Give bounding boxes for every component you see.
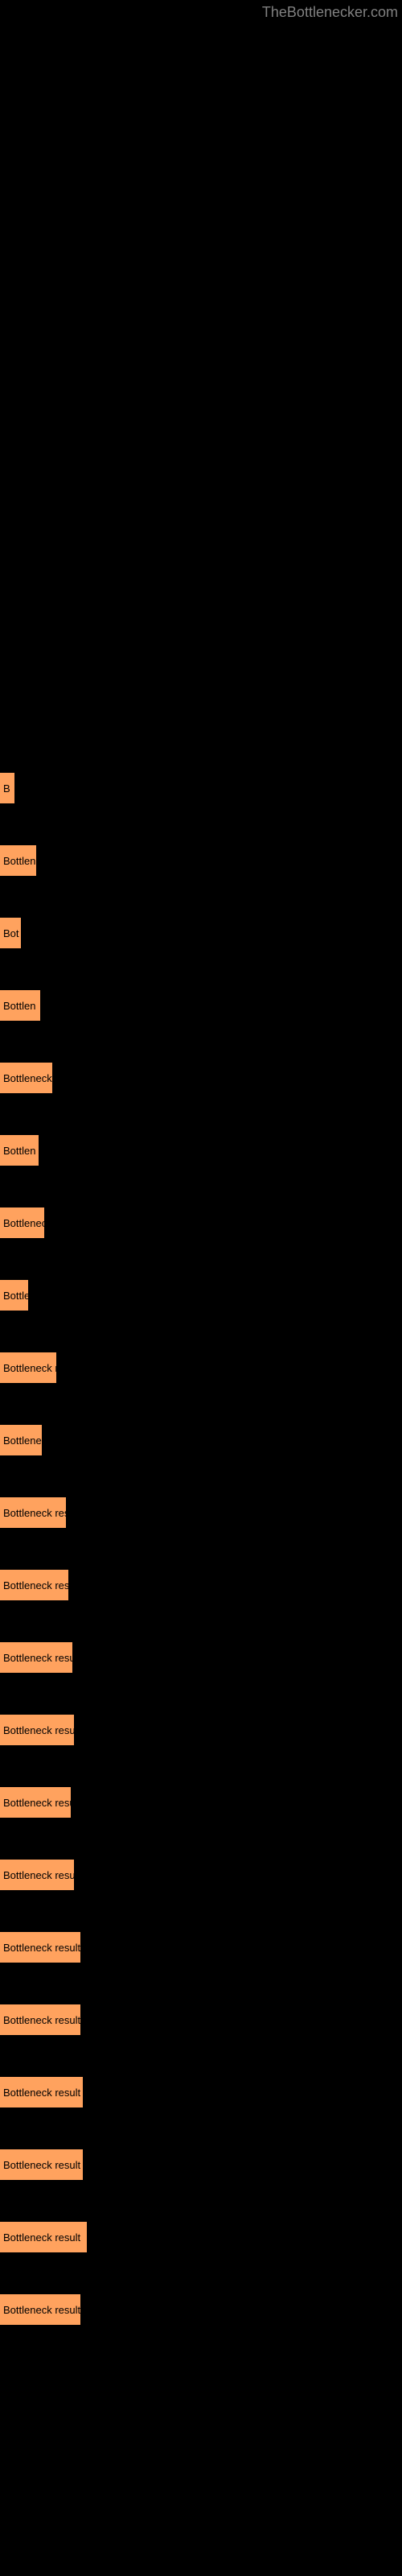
bar-label: Bottleneck result	[3, 2231, 80, 2244]
bar-row: Bottleneck result	[0, 1715, 402, 1745]
bar-row: Bottleneck	[0, 1208, 402, 1238]
bar-row: Bottleneck r	[0, 1063, 402, 1093]
chart-bar: Bottlen	[0, 990, 40, 1021]
bar-label: Bottleneck result	[3, 2159, 80, 2171]
bar-row: Bottleneck result	[0, 2294, 402, 2325]
bar-row: Bottleneck result	[0, 2077, 402, 2107]
bar-row: Bottleneck result	[0, 1570, 402, 1600]
chart-bar: Bottleneck re	[0, 1352, 56, 1383]
bar-label: Bottleneck result	[3, 1724, 74, 1736]
chart-bar: Bottleneck result	[0, 2004, 80, 2035]
bar-label: Bottleneck result	[3, 1942, 80, 1954]
bar-label: Bottle	[3, 1290, 28, 1302]
bar-row: Bottleneck re	[0, 1352, 402, 1383]
bar-label: B	[3, 782, 10, 795]
chart-bar: Bottle	[0, 1280, 28, 1311]
chart-bar: Bot	[0, 918, 21, 948]
bar-row: Bottleneck result	[0, 2004, 402, 2035]
bar-label: Bottleneck	[3, 1217, 44, 1229]
bar-label: Bottleneck result	[3, 2304, 80, 2316]
chart-bar: Bottleneck result	[0, 2149, 83, 2180]
bar-label: Bottleneck result	[3, 1652, 72, 1664]
chart-bar: B	[0, 773, 14, 803]
bar-label: Bottleneck re	[3, 1362, 56, 1374]
bar-row: B	[0, 773, 402, 803]
watermark-text: TheBottlenecker.com	[262, 4, 398, 21]
chart-bar: Bottleneck result	[0, 1570, 68, 1600]
chart-bar: Bottleneck result	[0, 1932, 80, 1963]
bar-row: Bottleneck result	[0, 2222, 402, 2252]
bar-row: Bottlen	[0, 1135, 402, 1166]
bar-row: Bottlen	[0, 845, 402, 876]
chart-bar: Bottleneck resul	[0, 1497, 66, 1528]
chart-bar: Bottleneck result	[0, 2222, 87, 2252]
bar-row: Bottlen	[0, 990, 402, 1021]
chart-bar: Bottleneck r	[0, 1063, 52, 1093]
bar-label: Bottleneck result	[3, 2014, 80, 2026]
bar-chart: B Bottlen Bot Bottlen Bottleneck r Bottlen Bot…	[0, 0, 402, 2325]
bar-label: Bottleneck r	[3, 1072, 52, 1084]
bar-label: Bottleneck result	[3, 2087, 80, 2099]
bar-label: Bottlen	[3, 1145, 35, 1157]
chart-bar: Bottleneck result	[0, 1715, 74, 1745]
chart-bar: Bottleneck resu	[0, 1787, 71, 1818]
chart-bar: Bottlen	[0, 845, 36, 876]
bar-label: Bottleneck resu	[3, 1797, 71, 1809]
bar-row: Bottlenec	[0, 1425, 402, 1455]
bar-label: Bottleneck result	[3, 1579, 68, 1591]
chart-bar: Bottleneck	[0, 1208, 44, 1238]
chart-bar: Bottlen	[0, 1135, 39, 1166]
bar-label: Bottlenec	[3, 1435, 42, 1447]
bar-label: Bottleneck result	[3, 1869, 74, 1881]
bar-label: Bottlen	[3, 855, 35, 867]
bar-label: Bot	[3, 927, 19, 939]
bar-label: Bottlen	[3, 1000, 35, 1012]
bar-row: Bottleneck resul	[0, 1497, 402, 1528]
bar-row: Bottleneck result	[0, 1642, 402, 1673]
bar-row: Bottleneck resu	[0, 1787, 402, 1818]
chart-bar: Bottlenec	[0, 1425, 42, 1455]
bar-label: Bottleneck resul	[3, 1507, 66, 1519]
chart-bar: Bottleneck result	[0, 2077, 83, 2107]
bar-row: Bot	[0, 918, 402, 948]
chart-bar: Bottleneck result	[0, 1860, 74, 1890]
bar-row: Bottleneck result	[0, 1932, 402, 1963]
chart-bar: Bottleneck result	[0, 2294, 80, 2325]
chart-bar: Bottleneck result	[0, 1642, 72, 1673]
bar-row: Bottleneck result	[0, 1860, 402, 1890]
bar-row: Bottle	[0, 1280, 402, 1311]
bar-row: Bottleneck result	[0, 2149, 402, 2180]
